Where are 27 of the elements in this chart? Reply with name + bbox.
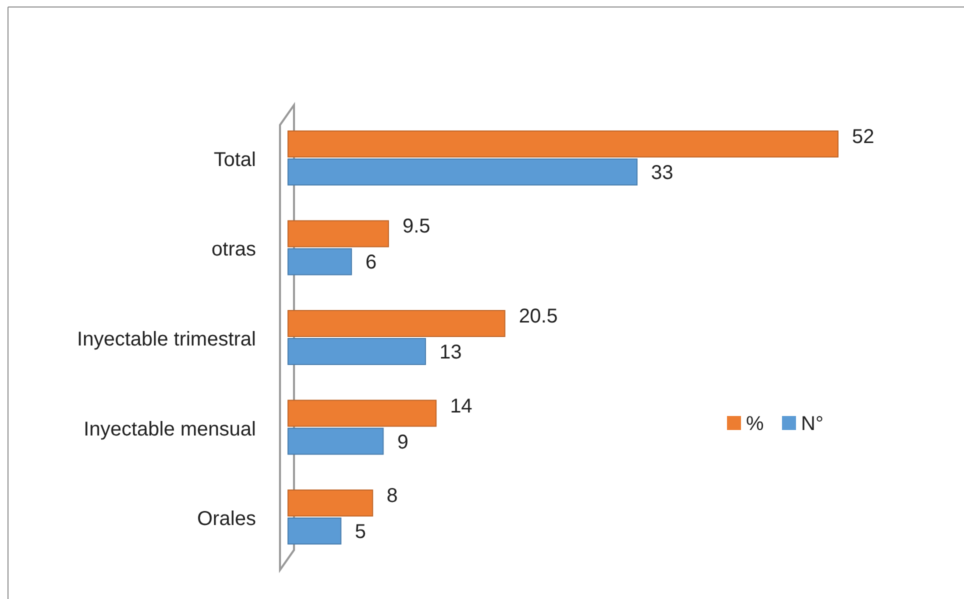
data-label: 6 [365,252,377,274]
data-label: 5 [354,521,366,544]
data-label: 8 [386,485,398,508]
bar [288,428,384,455]
data-label: 14 [450,395,472,418]
legend-label: % [746,413,764,435]
y-tick-label: otras [212,238,256,261]
y-tick-label: Inyectable trimestral [77,328,256,350]
data-label: 9.5 [402,216,430,238]
y-tick-label: Orales [197,508,256,530]
data-label: 20.5 [518,306,558,328]
y-tick-label: Inyectable mensual [84,418,256,440]
y-tick-label: Total [214,148,256,171]
bar [288,490,374,517]
bar [288,220,389,248]
data-label: 13 [440,342,462,364]
legend-label: N° [801,413,824,435]
bar [288,130,838,158]
bar [288,310,506,337]
bar [288,400,437,427]
bar [288,248,352,276]
bar [288,338,426,365]
data-label: 52 [852,126,874,148]
data-label: 33 [651,162,674,184]
bar [288,158,638,186]
data-label: 9 [397,431,408,454]
bar [288,518,342,545]
